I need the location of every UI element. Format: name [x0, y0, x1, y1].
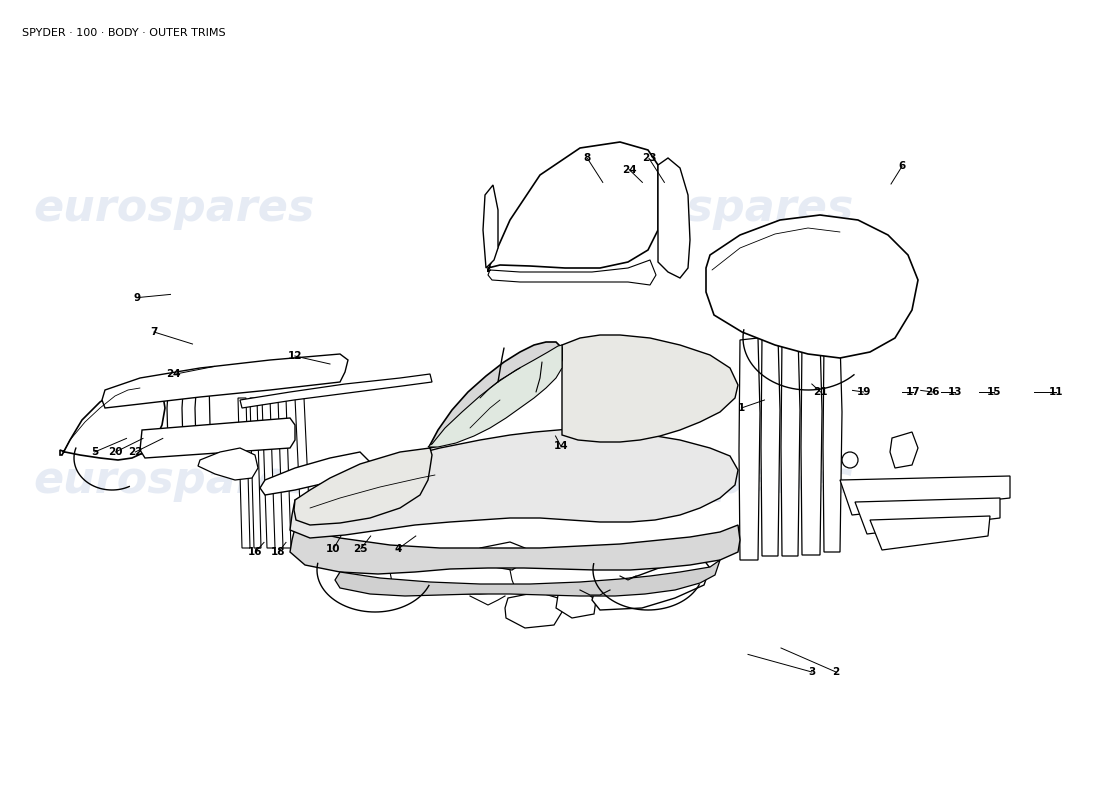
Polygon shape — [430, 342, 562, 448]
Text: 17: 17 — [905, 387, 921, 397]
Polygon shape — [488, 142, 658, 272]
Text: eurospares: eurospares — [33, 458, 315, 502]
Polygon shape — [801, 338, 822, 555]
Text: 21: 21 — [813, 387, 828, 397]
Text: eurospares: eurospares — [572, 186, 854, 230]
Text: 23: 23 — [641, 154, 657, 163]
Polygon shape — [556, 590, 596, 618]
Polygon shape — [262, 398, 275, 548]
Text: 1: 1 — [738, 403, 745, 413]
Text: eurospares: eurospares — [572, 458, 854, 502]
Text: 16: 16 — [248, 547, 263, 557]
Polygon shape — [250, 398, 261, 548]
Text: 9: 9 — [134, 293, 141, 302]
Polygon shape — [102, 354, 348, 408]
Text: 3: 3 — [808, 667, 815, 677]
Polygon shape — [706, 215, 918, 358]
Text: 19: 19 — [856, 387, 871, 397]
Polygon shape — [840, 476, 1010, 515]
Text: 13: 13 — [947, 387, 962, 397]
Text: SPYDER · 100 · BODY · OUTER TRIMS: SPYDER · 100 · BODY · OUTER TRIMS — [22, 28, 226, 38]
Text: 24: 24 — [166, 370, 182, 379]
Text: 26: 26 — [925, 387, 940, 397]
Text: 24: 24 — [621, 165, 637, 174]
Text: 15: 15 — [987, 387, 1002, 397]
Polygon shape — [478, 542, 525, 570]
Polygon shape — [336, 560, 720, 596]
Polygon shape — [182, 378, 197, 445]
Polygon shape — [658, 158, 690, 278]
Polygon shape — [870, 516, 990, 550]
Text: 6: 6 — [899, 162, 905, 171]
Polygon shape — [761, 336, 780, 556]
Polygon shape — [198, 448, 258, 480]
Polygon shape — [562, 335, 738, 442]
Text: 12: 12 — [287, 351, 303, 361]
Polygon shape — [294, 448, 432, 525]
Text: 5: 5 — [91, 447, 98, 457]
Text: 2: 2 — [833, 667, 839, 677]
Polygon shape — [167, 378, 184, 445]
Polygon shape — [290, 428, 738, 538]
Polygon shape — [823, 340, 842, 552]
Polygon shape — [290, 525, 740, 574]
Polygon shape — [890, 432, 918, 468]
Text: 10: 10 — [326, 544, 341, 554]
Polygon shape — [428, 345, 562, 447]
Polygon shape — [60, 380, 165, 460]
Text: eurospares: eurospares — [33, 186, 315, 230]
Text: 8: 8 — [584, 154, 591, 163]
Polygon shape — [238, 398, 250, 548]
Text: 7: 7 — [151, 327, 157, 337]
Polygon shape — [855, 498, 1000, 534]
Text: 4: 4 — [395, 544, 402, 554]
Text: 14: 14 — [553, 442, 569, 451]
Polygon shape — [240, 374, 432, 408]
Text: 22: 22 — [128, 447, 143, 457]
Text: 20: 20 — [108, 447, 123, 457]
Polygon shape — [195, 378, 210, 445]
Polygon shape — [739, 338, 760, 560]
Circle shape — [842, 452, 858, 468]
Polygon shape — [278, 398, 292, 548]
Polygon shape — [781, 336, 800, 556]
Text: 18: 18 — [271, 547, 286, 557]
Polygon shape — [140, 418, 295, 458]
Polygon shape — [505, 592, 562, 628]
Polygon shape — [592, 555, 710, 610]
Polygon shape — [260, 452, 370, 495]
Polygon shape — [295, 398, 311, 548]
Text: 25: 25 — [353, 544, 369, 554]
Polygon shape — [483, 185, 498, 268]
Text: 11: 11 — [1048, 387, 1064, 397]
